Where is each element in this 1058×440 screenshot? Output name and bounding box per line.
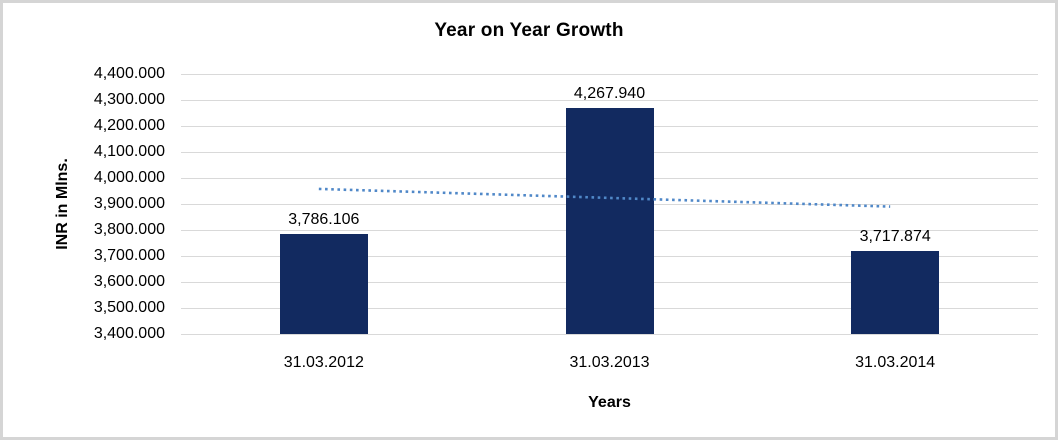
- bar-data-label: 4,267.940: [573, 85, 646, 103]
- bar: [279, 233, 368, 334]
- y-tick-label: 3,500.000: [93, 299, 165, 316]
- x-tick-label: 31.03.2014: [855, 354, 936, 371]
- y-tick-label: 4,400.000: [93, 65, 165, 82]
- y-tick-label: 3,800.000: [93, 221, 165, 238]
- gridline: [181, 333, 1038, 335]
- y-tick-label: 4,100.000: [93, 143, 165, 160]
- y-tick-label: 3,600.000: [93, 273, 165, 290]
- y-tick-label: 4,200.000: [93, 117, 165, 134]
- bar-data-label: 3,786.106: [288, 210, 360, 228]
- chart-title: Year on Year Growth: [434, 20, 624, 41]
- x-tick-label: 31.03.2013: [569, 354, 650, 371]
- x-tick-label: 31.03.2012: [283, 354, 364, 371]
- gridline: [181, 73, 1038, 75]
- x-axis-title: Years: [588, 394, 631, 411]
- y-tick-label: 3,900.000: [93, 195, 165, 212]
- y-tick-label: 4,000.000: [93, 169, 165, 186]
- y-tick-label: 3,400.000: [93, 325, 165, 342]
- gridline: [181, 99, 1038, 101]
- bar: [851, 251, 940, 334]
- bar: [565, 108, 654, 334]
- y-tick-label: 3,700.000: [93, 247, 165, 264]
- bar-data-label: 3,717.874: [859, 228, 931, 246]
- y-tick-label: 4,300.000: [93, 91, 165, 108]
